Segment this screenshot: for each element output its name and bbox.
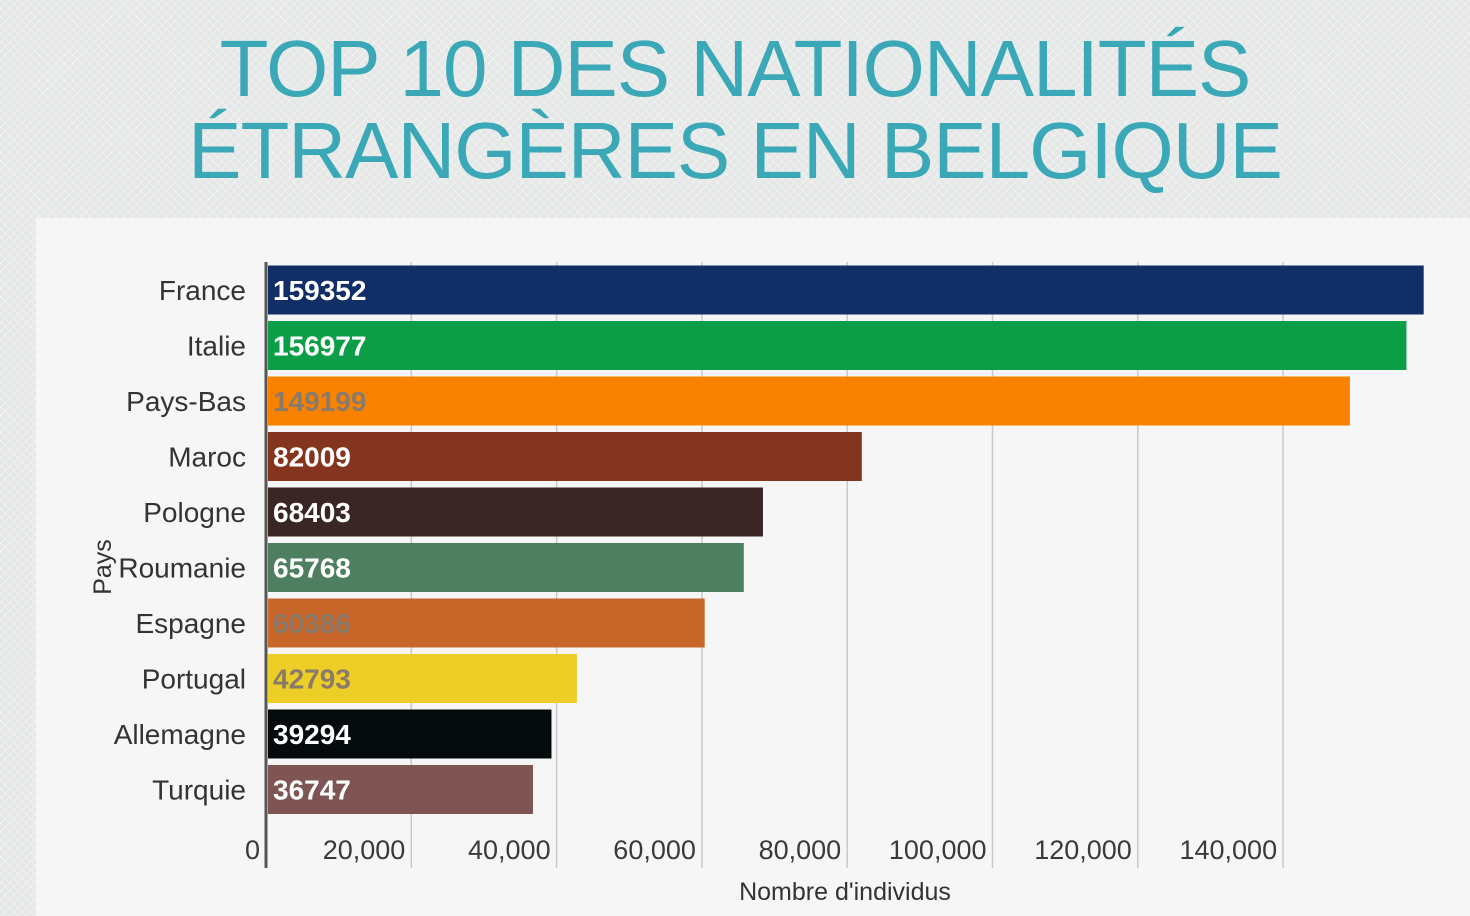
x-tick-label: 20,000	[323, 835, 406, 865]
data-label: 65768	[273, 553, 351, 584]
category-label: Turquie	[152, 775, 246, 806]
chart-tick-labels: 0 20,000 40,000 60,000 80,000 100,000 120,000 1…	[245, 835, 1277, 865]
category-label: Allemagne	[114, 719, 246, 750]
bar-portugal	[268, 654, 577, 703]
x-tick-label: 140,000	[1179, 835, 1277, 865]
bar-france	[268, 265, 1424, 315]
bar-espagne	[268, 598, 705, 648]
y-axis-label: Pays	[89, 539, 117, 595]
chart-category-labels: France Italie Pays-Bas Maroc Pologne Roumanie…	[114, 275, 246, 806]
x-tick-label: 40,000	[468, 835, 551, 865]
data-label: 39294	[273, 719, 351, 750]
bar-maroc	[268, 432, 862, 481]
title-line-1: TOP 10 DES NATIONALITÉS	[219, 24, 1252, 113]
bar-chart: France Italie Pays-Bas Maroc Pologne Roumanie…	[89, 262, 1424, 906]
bar-italie	[268, 321, 1407, 370]
data-label: 36747	[273, 775, 351, 806]
data-label: 156977	[273, 331, 366, 362]
bar-roumanie	[268, 543, 744, 592]
data-label: 149199	[273, 386, 366, 417]
category-label: Pays-Bas	[126, 386, 246, 417]
x-tick-label: 120,000	[1034, 835, 1132, 865]
bar-pologne	[268, 487, 763, 537]
data-label: 159352	[273, 275, 366, 306]
x-tick-label: 80,000	[759, 835, 842, 865]
page-title: TOP 10 DES NATIONALITÉS ÉTRANGÈRES EN BE…	[0, 28, 1470, 192]
category-label: Maroc	[168, 442, 246, 473]
category-label: Espagne	[135, 608, 246, 639]
chart-panel: France Italie Pays-Bas Maroc Pologne Roumanie…	[36, 218, 1470, 916]
chart-data-labels: 159352 156977 149199 82009 68403 65768 60386 42…	[273, 275, 366, 806]
data-label: 60386	[273, 608, 351, 639]
data-label: 42793	[273, 664, 351, 695]
category-label: Pologne	[143, 497, 246, 528]
data-label: 82009	[273, 442, 351, 473]
chart-bars	[268, 265, 1424, 814]
x-axis-label: Nombre d'individus	[739, 878, 951, 906]
category-label: Italie	[187, 331, 246, 362]
category-label: Roumanie	[118, 553, 246, 584]
x-tick-label: 60,000	[613, 835, 696, 865]
category-label: Portugal	[142, 664, 246, 695]
bar-allemagne	[268, 709, 552, 759]
data-label: 68403	[273, 497, 351, 528]
title-line-2: ÉTRANGÈRES EN BELGIQUE	[188, 106, 1283, 195]
bar-pays-bas	[268, 376, 1350, 426]
x-tick-label: 100,000	[889, 835, 987, 865]
bar-turquie	[268, 765, 533, 814]
category-label: France	[159, 275, 246, 306]
x-tick-label: 0	[245, 835, 260, 865]
